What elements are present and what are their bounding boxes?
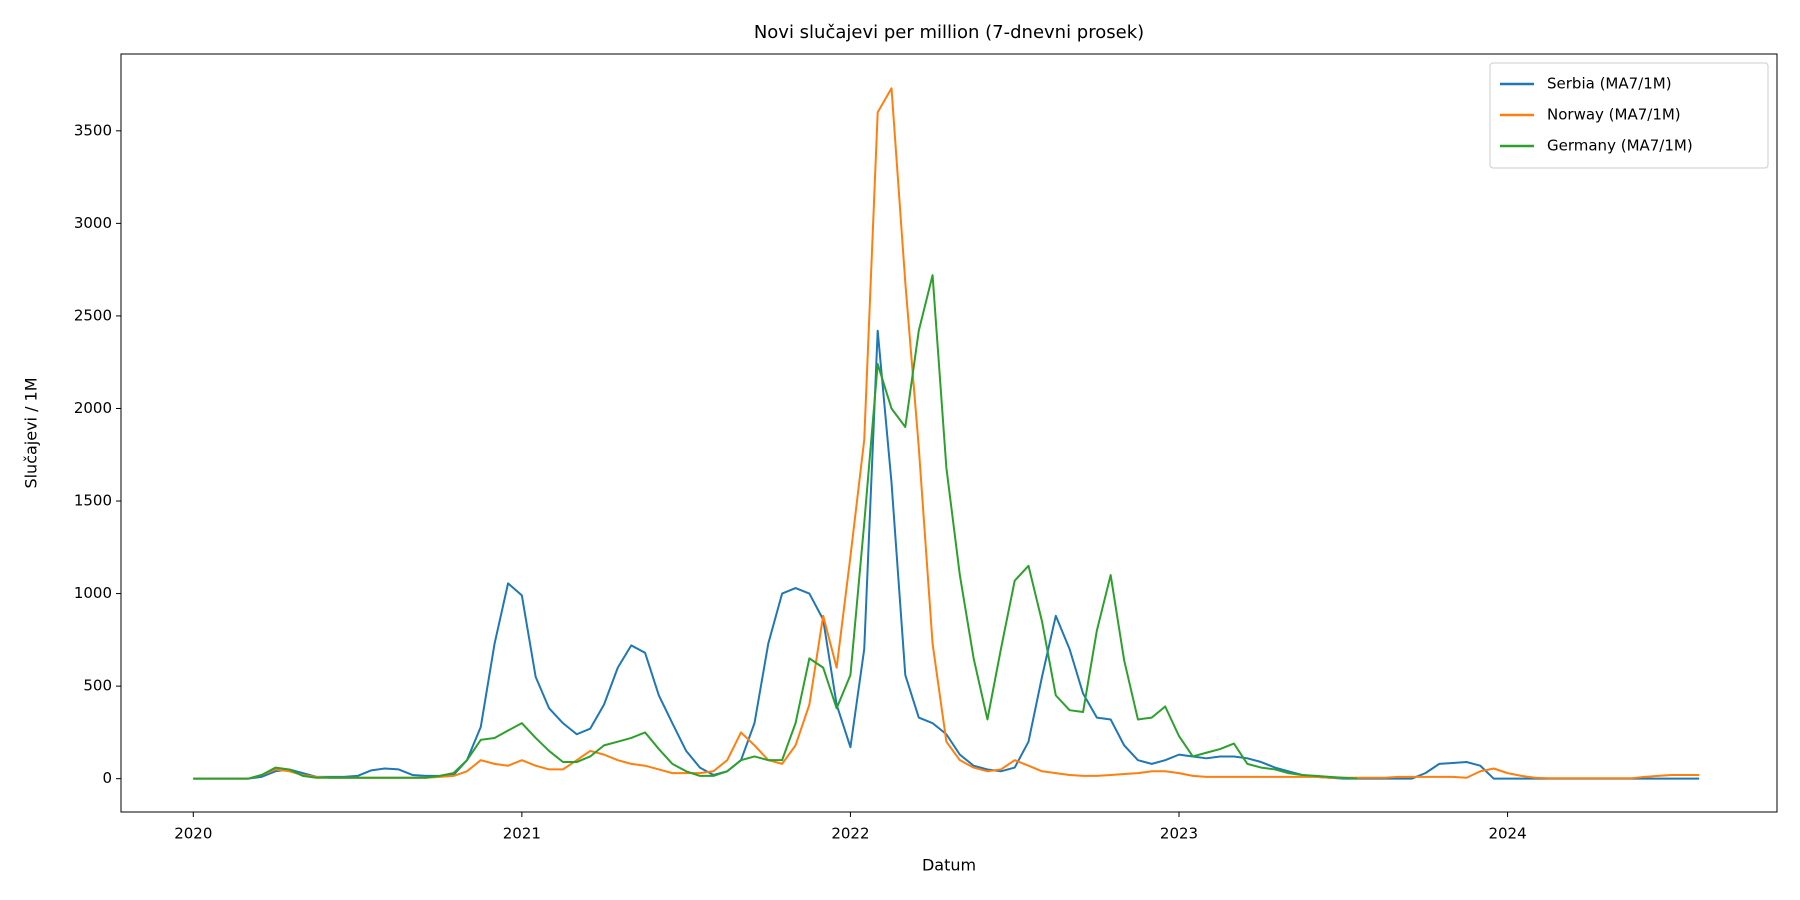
- chart-title: Novi slučajevi per million (7-dnevni pro…: [754, 22, 1144, 43]
- y-tick-label: 3000: [74, 214, 112, 232]
- y-tick-label: 2500: [74, 306, 112, 324]
- y-tick-label: 3500: [74, 121, 112, 139]
- y-tick-label: 1000: [74, 584, 112, 602]
- series-line: [193, 274, 1358, 780]
- series-line: [193, 329, 1700, 780]
- x-axis-label: Datum: [922, 856, 976, 875]
- legend-label: Germany (MA7/1M): [1547, 137, 1693, 155]
- x-tick-label: 2020: [174, 825, 212, 843]
- y-tick-label: 0: [102, 769, 112, 787]
- x-tick-label: 2024: [1488, 825, 1526, 843]
- y-tick-label: 500: [83, 677, 112, 695]
- series-line: [193, 87, 1700, 780]
- legend-label: Norway (MA7/1M): [1547, 106, 1681, 124]
- plot-frame: [120, 53, 1778, 813]
- x-tick-label: 2021: [503, 825, 541, 843]
- y-tick-label: 1500: [74, 492, 112, 510]
- legend-label: Serbia (MA7/1M): [1547, 75, 1672, 93]
- legend-box: [1489, 62, 1769, 169]
- x-tick-label: 2023: [1160, 825, 1198, 843]
- legend: Serbia (MA7/1M) Norway (MA7/1M) Germany (M…: [1489, 62, 1769, 169]
- x-tick-label: 2022: [831, 825, 869, 843]
- y-tick-label: 2000: [74, 399, 112, 417]
- y-axis-label: Slučajevi / 1M: [22, 377, 41, 488]
